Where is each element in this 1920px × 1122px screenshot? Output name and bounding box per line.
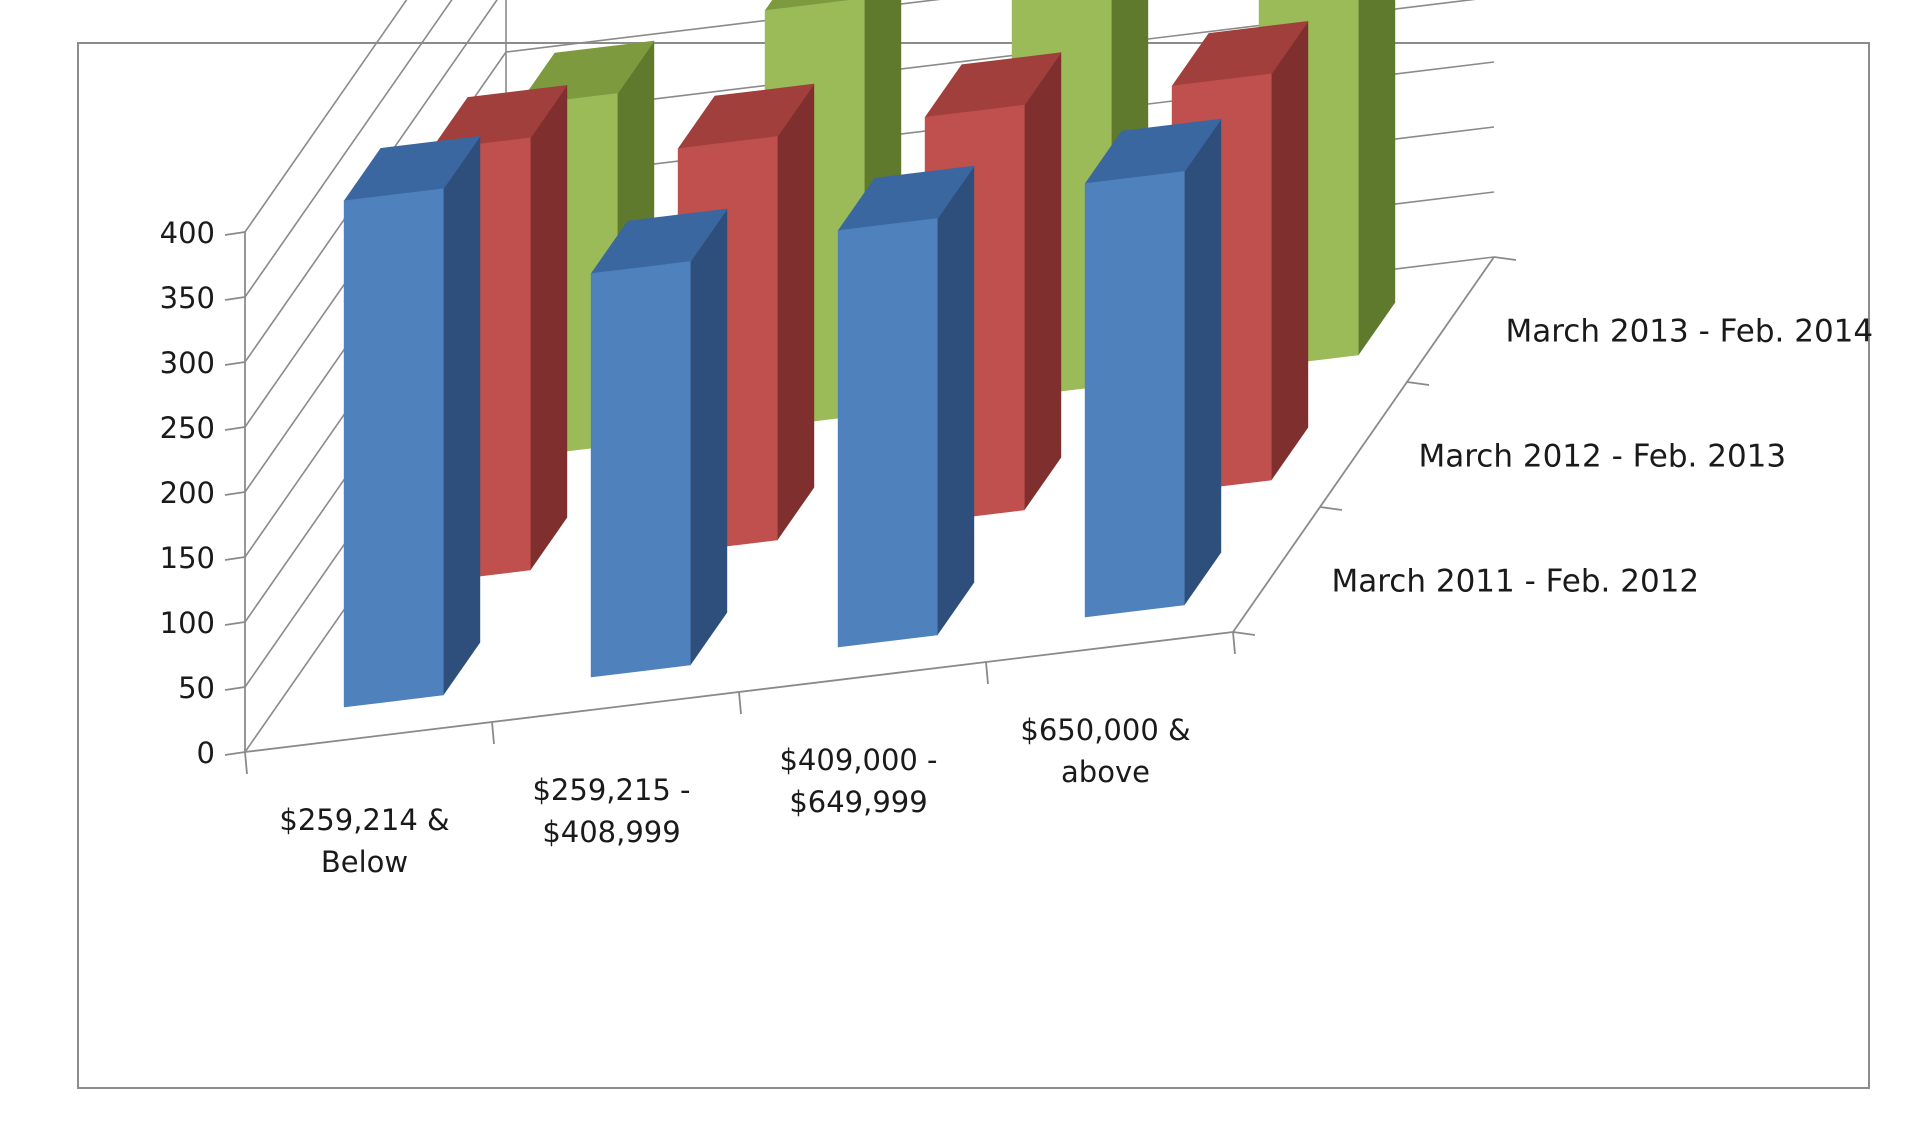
y-tick-label-150: 150: [160, 541, 215, 575]
bar-side: [529, 85, 568, 571]
y-tick-mark-350: [224, 296, 246, 301]
bar-front: [343, 188, 444, 708]
category-label-line: $650,000 &: [1020, 713, 1190, 747]
gridline-300: [244, 0, 498, 363]
y-tick-mark-250: [224, 426, 246, 431]
x-tick-mark: [1232, 631, 1236, 655]
y-tick-label-50: 50: [178, 671, 215, 705]
category-label-4: $650,000 & above: [1020, 713, 1190, 789]
x-tick-mark: [738, 691, 742, 715]
depth-tick-mark: [1493, 256, 1517, 261]
floor-axes: [244, 256, 1517, 775]
series-label-2: March 2012 - Feb. 2013: [1419, 439, 1787, 475]
y-tick-mark-0: [224, 751, 246, 756]
bar-side: [936, 165, 975, 636]
category-label-line: $408,999: [542, 815, 680, 849]
depth-tick-mark: [1319, 506, 1343, 511]
gridline-350: [244, 0, 453, 298]
y-tick-label-250: 250: [160, 411, 215, 445]
y-tick-label-350: 350: [160, 281, 215, 315]
y-tick-mark-50: [224, 686, 246, 691]
bar-side: [1270, 21, 1309, 481]
y-tick-mark-300: [224, 361, 246, 366]
category-label-line: Below: [321, 845, 408, 879]
y-tick-label-300: 300: [160, 346, 215, 380]
category-labels: $259,214 & Below $259,215 - $408,999 $409,00…: [279, 713, 1190, 879]
bar-1-1: [343, 136, 481, 708]
bar-front: [1084, 171, 1185, 618]
gridline-400: [244, 0, 408, 233]
y-tick-mark-150: [224, 556, 246, 561]
y-tick-label-400: 400: [160, 216, 215, 250]
x-tick-mark: [985, 661, 989, 685]
category-label-1: $259,214 & Below: [279, 803, 449, 879]
depth-axis-line: [1232, 256, 1495, 633]
category-label-line: $259,214 &: [279, 803, 449, 837]
bar-front: [590, 261, 691, 678]
category-label-line: $649,999: [789, 785, 927, 819]
depth-tick-mark: [1232, 631, 1256, 636]
depth-tick-mark: [1406, 381, 1430, 386]
bar-1-2: [590, 208, 728, 678]
bar-side: [776, 83, 815, 541]
bar-side: [1357, 0, 1396, 356]
bar-1-4: [1084, 118, 1222, 618]
y-tick-label-200: 200: [160, 476, 215, 510]
bar-side: [442, 136, 481, 696]
y-tick-label-0: 0: [197, 736, 215, 770]
bar-side: [689, 208, 728, 666]
category-label-line: $409,000 -: [779, 743, 937, 777]
bar-1-3: [837, 165, 975, 648]
y-tick-mark-100: [224, 621, 246, 626]
y-axis-tick-labels: 0 50 100 150 200 250 300 350 400: [160, 216, 246, 770]
series-label-1: March 2011 - Feb. 2012: [1332, 564, 1700, 600]
series-labels: March 2011 - Feb. 2012 March 2012 - Feb. …: [1332, 314, 1874, 600]
category-label-line: $259,215 -: [532, 773, 690, 807]
y-tick-label-100: 100: [160, 606, 215, 640]
bar-side: [1183, 118, 1222, 606]
category-label-2: $259,215 - $408,999: [532, 773, 690, 849]
y-tick-mark-200: [224, 491, 246, 496]
bars: [343, 0, 1396, 708]
category-label-3: $409,000 - $649,999: [779, 743, 937, 819]
series-label-3: March 2013 - Feb. 2014: [1506, 314, 1874, 350]
category-label-line: above: [1061, 755, 1150, 789]
y-tick-mark-400: [224, 231, 246, 236]
bar-side: [1023, 52, 1062, 511]
x-tick-mark: [491, 721, 495, 745]
bar-front: [837, 218, 938, 648]
x-tick-mark: [244, 751, 248, 775]
